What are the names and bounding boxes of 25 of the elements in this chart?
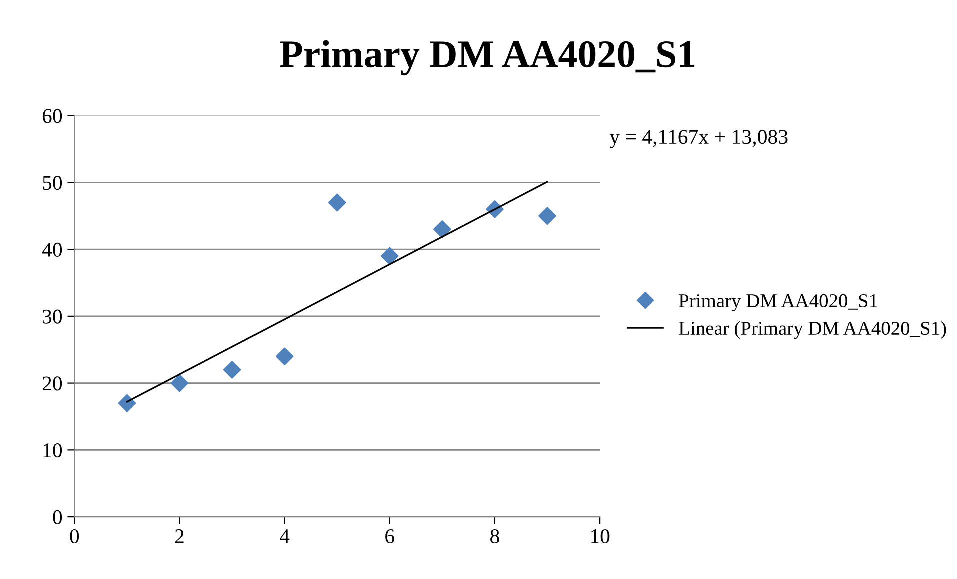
x-tick-label: 6 xyxy=(386,530,394,544)
x-tick-label: 8 xyxy=(490,529,500,544)
x-tick-label: 10 xyxy=(591,529,610,544)
point xyxy=(380,247,399,266)
chart-title: Primary DM AA4020_S1 xyxy=(280,40,695,76)
y-tick-label: 30 xyxy=(43,310,62,324)
point xyxy=(434,220,452,238)
legend-label: Primary DM AA4020_S1 xyxy=(679,294,878,312)
y-tick-label: 50 xyxy=(43,176,62,190)
legend-label: Linear (Primary DM AA4020_S1) xyxy=(679,321,946,340)
y-tick-label: 60 xyxy=(42,109,62,124)
point xyxy=(118,394,136,412)
point xyxy=(276,348,294,366)
point xyxy=(538,207,556,226)
y-tick-label: 10 xyxy=(44,444,62,458)
x-tick-label: 2 xyxy=(175,530,184,544)
point xyxy=(328,194,346,212)
x-tick-label: 4 xyxy=(280,530,290,544)
x-tick-label: 0 xyxy=(70,529,80,544)
point xyxy=(223,361,242,379)
y-tick-label: 20 xyxy=(42,376,62,391)
y-tick-label: 40 xyxy=(42,242,62,257)
text: y = 4,1167x + 13,083 xyxy=(610,130,788,148)
y-tick-label: 0 xyxy=(53,510,62,524)
point xyxy=(170,374,189,392)
